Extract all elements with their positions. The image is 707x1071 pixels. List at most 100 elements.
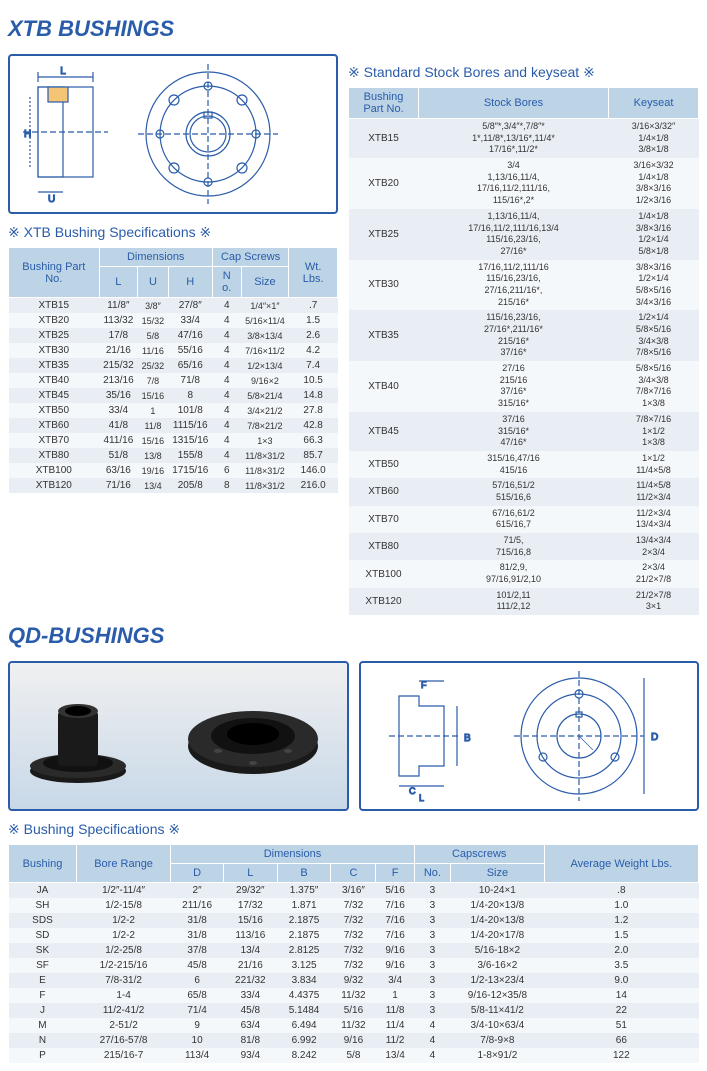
table-row: XTB50315/16,47/16415/161×1/211/4×5/8 [349, 451, 699, 478]
cell: XTB45 [349, 412, 419, 451]
qcol-b: Bushing [9, 845, 77, 883]
cell: F [9, 988, 77, 1003]
cell: 63/4 [223, 1018, 277, 1033]
table-row: SK1/2-25/837/813/42.81257/329/1635/16-18… [9, 943, 699, 958]
cell: XTB100 [9, 463, 100, 478]
cell: 66 [544, 1033, 698, 1048]
col-H: H [168, 267, 212, 298]
cell: 8 [168, 388, 212, 403]
cell: 17/8 [99, 328, 138, 343]
cell: 1/4″×1″ [241, 298, 289, 314]
cell: 7/16 [376, 898, 414, 913]
cell: 15/16 [138, 433, 169, 448]
qd-photo [8, 661, 349, 811]
table-row: XTB5033/41101/843/4×21/227.8 [9, 403, 338, 418]
cell: 9/16-12×35/8 [451, 988, 545, 1003]
cell: 6.494 [277, 1018, 331, 1033]
cell: 41/8 [99, 418, 138, 433]
cell: 15/16 [138, 388, 169, 403]
cell: 15/32 [138, 313, 169, 328]
cell: 3/4 [376, 973, 414, 988]
svg-text:L: L [419, 793, 424, 803]
cell: 1-8×91/2 [451, 1048, 545, 1063]
cell: 7/32 [331, 913, 376, 928]
cell: 1×1/211/4×5/8 [609, 451, 699, 478]
cell: 47/16 [168, 328, 212, 343]
bcol-stock: Stock Bores [419, 88, 609, 119]
qcol-B: B [277, 864, 331, 883]
cell: .7 [289, 298, 338, 314]
cell: 5.1484 [277, 1003, 331, 1018]
table-row: XTB4027/16215/1637/16*315/16*5/8×5/163/4… [349, 361, 699, 412]
cell: .8 [544, 883, 698, 899]
cell: 1/2×13/4 [241, 358, 289, 373]
cell: 11/32 [331, 988, 376, 1003]
cell: 4 [212, 343, 241, 358]
cell: 7/8×7/161×1/21×3/8 [609, 412, 699, 451]
cell: 1.871 [277, 898, 331, 913]
cell: 1.375″ [277, 883, 331, 899]
cell: 13/8 [138, 448, 169, 463]
cell: 4 [212, 298, 241, 314]
col-L: L [99, 267, 138, 298]
table-row: XTB6057/16,51/2515/16,611/4×5/811/2×3/4 [349, 478, 699, 505]
table-row: F1-465/833/44.437511/32139/16-12×35/814 [9, 988, 699, 1003]
cell: 9 [171, 1018, 224, 1033]
cell: 8 [212, 478, 241, 493]
cell: 3/16×3/32″1/4×1/83/8×1/8 [609, 119, 699, 159]
cell: 45/8 [223, 1003, 277, 1018]
cell: 2.6 [289, 328, 338, 343]
cell: 33/4 [223, 988, 277, 1003]
cell: 27/16215/1637/16*315/16* [419, 361, 609, 412]
qd-diagram: F B C L D [359, 661, 700, 811]
cell: 11/2-41/2 [76, 1003, 170, 1018]
cell: 33/4 [168, 313, 212, 328]
qcol-size: Size [451, 864, 545, 883]
cell: SDS [9, 913, 77, 928]
svg-text:L: L [60, 66, 66, 77]
bcol-part: Bushing Part No. [349, 88, 419, 119]
cell: 1 [138, 403, 169, 418]
cell: XTB45 [9, 388, 100, 403]
cell: 213/16 [99, 373, 138, 388]
cell: 3/6-16×2 [451, 958, 545, 973]
cell: 5/8-11×41/2 [451, 1003, 545, 1018]
qd-spec-table: Bushing Bore Range Dimensions Capscrews … [8, 844, 699, 1063]
cell: 3 [414, 883, 450, 899]
cell: XTB40 [349, 361, 419, 412]
table-row: SF1/2-215/1645/821/163.1257/329/1633/6-1… [9, 958, 699, 973]
cell: 4.2 [289, 343, 338, 358]
cell: 1.5 [544, 928, 698, 943]
cell: 10-24×1 [451, 883, 545, 899]
table-row: XTB155/8″*,3/4″*,7/8″*1*,11/8*,13/16*,11… [349, 119, 699, 159]
cell: 1315/16 [168, 433, 212, 448]
cell: 19/16 [138, 463, 169, 478]
cell: 3/41,13/16,11/4,17/16,11/2,111/16,115/16… [419, 158, 609, 209]
table-row: XTB120101/2,11111/2,1221/2×7/83×1 [349, 588, 699, 615]
col-U: U [138, 267, 169, 298]
table-row: XTB2517/85/847/1643/8×13/42.6 [9, 328, 338, 343]
cell: 5/8 [138, 328, 169, 343]
cell: 1115/16 [168, 418, 212, 433]
qcol-D: D [171, 864, 224, 883]
cell: 21/16 [223, 958, 277, 973]
cell: 3 [414, 973, 450, 988]
cell: XTB70 [349, 506, 419, 533]
cell: 2×3/421/2×7/8 [609, 560, 699, 587]
table-row: XTB8051/813/8155/8411/8×31/285.7 [9, 448, 338, 463]
table-row: XTB12071/1613/4205/8811/8×31/2216.0 [9, 478, 338, 493]
table-row: E7/8-31/26221/323.8349/323/431/2-13×23/4… [9, 973, 699, 988]
cell: 5/8×5/163/4×3/87/8×7/161×3/8 [609, 361, 699, 412]
cell: 315/16,47/16415/16 [419, 451, 609, 478]
cell: 1 [376, 988, 414, 1003]
cell: 4 [212, 313, 241, 328]
cell: 3 [414, 913, 450, 928]
cell: 1/2×1/45/8×5/163/4×3/87/8×5/16 [609, 310, 699, 361]
cell: 11/2×3/413/4×3/4 [609, 506, 699, 533]
cell: 7.4 [289, 358, 338, 373]
cell: 42.8 [289, 418, 338, 433]
cell: 6 [212, 463, 241, 478]
cell: 81/2,9,97/16,91/2,10 [419, 560, 609, 587]
table-row: XTB10063/1619/161715/16611/8×31/2146.0 [9, 463, 338, 478]
cell: 1.2 [544, 913, 698, 928]
